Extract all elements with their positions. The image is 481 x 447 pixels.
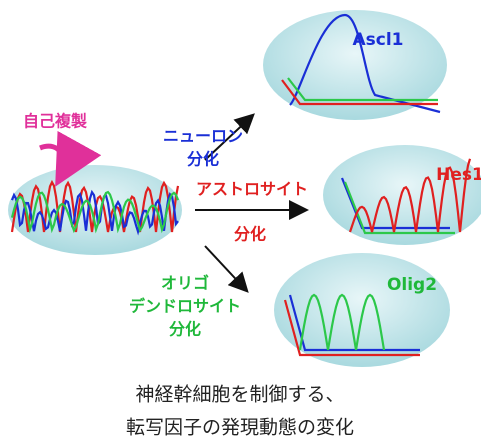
label: アストロサイト <box>196 180 308 199</box>
diagram: 自己複製 ニューロン 分化 アストロサイト 分化 オリゴ デンドロサイト 分化 … <box>0 0 481 447</box>
label: ニューロン <box>163 127 243 146</box>
arrow <box>205 246 246 290</box>
label: 分化 <box>169 320 201 339</box>
caption: 神経幹細胞を制御する、 <box>135 384 344 406</box>
gene-label: Olig2 <box>387 275 437 295</box>
label: 自己複製 <box>23 112 87 131</box>
gene-label: Hes1 <box>436 165 481 185</box>
gene-label: Ascl1 <box>352 30 403 50</box>
label: オリゴ <box>161 274 209 293</box>
label: デンドロサイト <box>129 297 241 316</box>
caption: 転写因子の発現動態の変化 <box>126 417 354 439</box>
label: 分化 <box>187 150 219 169</box>
label: 分化 <box>234 225 266 244</box>
